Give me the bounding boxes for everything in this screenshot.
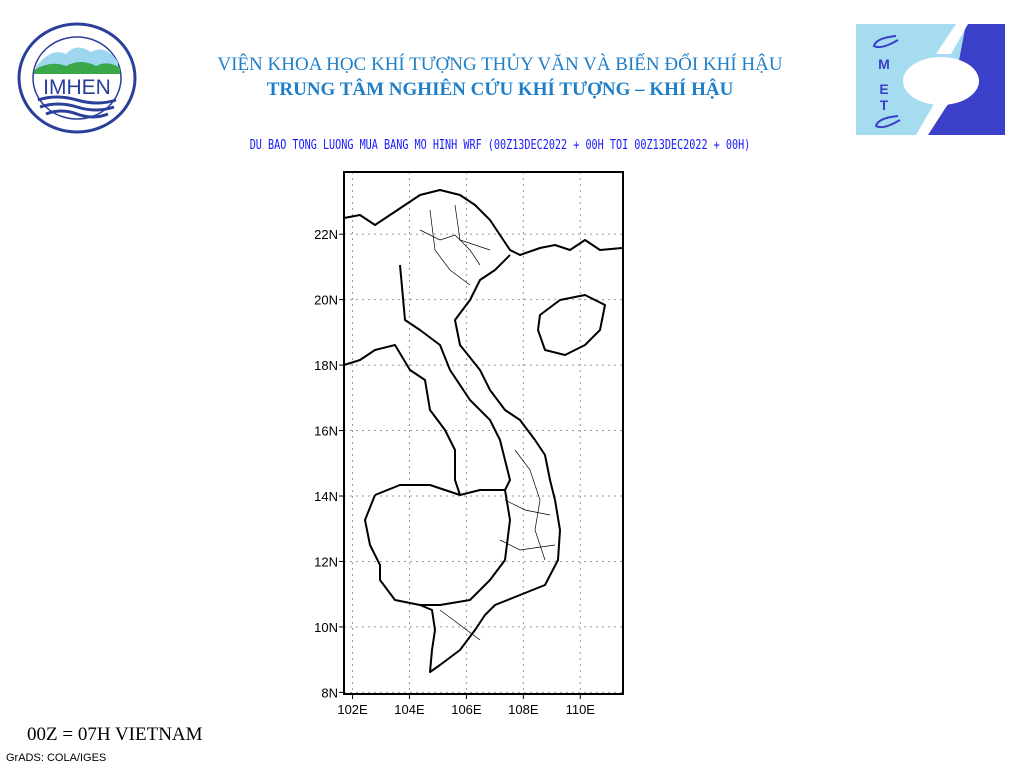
laos-vietnam-border <box>399 264 511 491</box>
map-axis-labels: 8N 10N 12N 14N 16N 18N 20N 22N 102E 104E 106E 108E 1… <box>314 227 595 717</box>
lon-label: 110E <box>566 702 596 717</box>
lon-label: 108E <box>508 702 539 717</box>
thailand-laos-border <box>343 344 461 496</box>
lon-label: 106E <box>451 702 482 717</box>
lat-label: 12N <box>314 554 338 569</box>
lat-label: 16N <box>314 424 338 439</box>
country-borders <box>343 189 623 673</box>
grads-credit: GrADS: COLA/IGES <box>6 752 107 764</box>
map-frame <box>343 171 624 695</box>
lat-label: 14N <box>314 489 338 504</box>
imhen-logo-text: IMHEN <box>43 76 111 99</box>
map-grid <box>344 172 623 694</box>
lon-label: 104E <box>394 702 425 717</box>
institute-title: VIỆN KHOA HỌC KHÍ TƯỢNG THỦY VĂN VÀ BIẾN… <box>217 54 783 75</box>
lon-label: 102E <box>337 702 368 717</box>
center-title: TRUNG TÂM NGHIÊN CỨU KHÍ TƯỢNG – KHÍ HẬU <box>266 79 734 100</box>
svg-text:E: E <box>879 81 888 97</box>
lat-label: 10N <box>314 620 338 635</box>
vietnam-coastline <box>419 254 561 673</box>
lat-label: 8N <box>321 685 338 700</box>
china-border-coast <box>343 189 623 256</box>
lat-label: 22N <box>314 227 338 242</box>
cambodia-border <box>364 484 511 606</box>
timezone-note: 00Z = 07H VIETNAM <box>27 724 203 745</box>
lat-label: 20N <box>314 293 338 308</box>
svg-text:M: M <box>878 56 890 72</box>
svg-text:T: T <box>880 97 889 113</box>
cmetc-logo: M E T <box>856 24 1005 135</box>
lat-label: 18N <box>314 358 338 373</box>
province-borders <box>419 204 556 641</box>
forecast-subtitle: DU BAO TONG LUONG MUA BANG MO HINH WRF (… <box>249 138 751 153</box>
imhen-logo: IMHEN <box>17 22 137 134</box>
hainan-island <box>537 294 606 356</box>
